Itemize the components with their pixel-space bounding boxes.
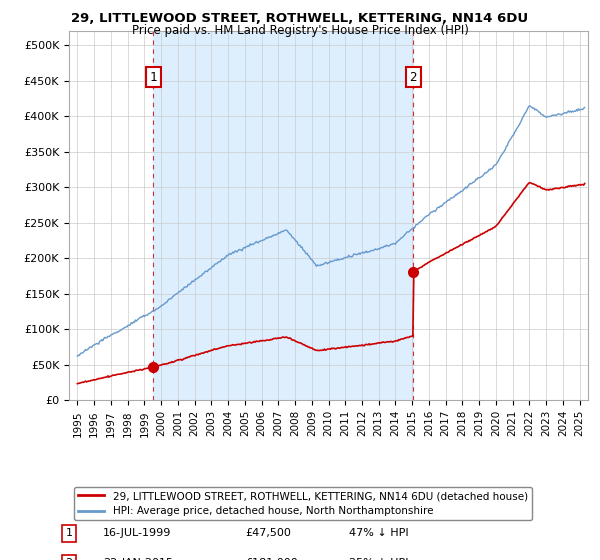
Text: 47% ↓ HPI: 47% ↓ HPI: [349, 529, 409, 539]
Text: 16-JUL-1999: 16-JUL-1999: [103, 529, 171, 539]
Legend: 29, LITTLEWOOD STREET, ROTHWELL, KETTERING, NN14 6DU (detached house), HPI: Aver: 29, LITTLEWOOD STREET, ROTHWELL, KETTERI…: [74, 487, 532, 520]
Text: 1: 1: [149, 71, 157, 83]
Text: 22-JAN-2015: 22-JAN-2015: [103, 558, 173, 560]
Text: 1: 1: [65, 529, 73, 539]
Text: £47,500: £47,500: [245, 529, 292, 539]
Text: Price paid vs. HM Land Registry's House Price Index (HPI): Price paid vs. HM Land Registry's House …: [131, 24, 469, 36]
Text: 25% ↓ HPI: 25% ↓ HPI: [349, 558, 409, 560]
Bar: [154, 31, 413, 400]
Text: £181,000: £181,000: [245, 558, 298, 560]
Text: 29, LITTLEWOOD STREET, ROTHWELL, KETTERING, NN14 6DU: 29, LITTLEWOOD STREET, ROTHWELL, KETTERI…: [71, 12, 529, 25]
Text: 2: 2: [409, 71, 417, 83]
Text: 2: 2: [65, 558, 73, 560]
